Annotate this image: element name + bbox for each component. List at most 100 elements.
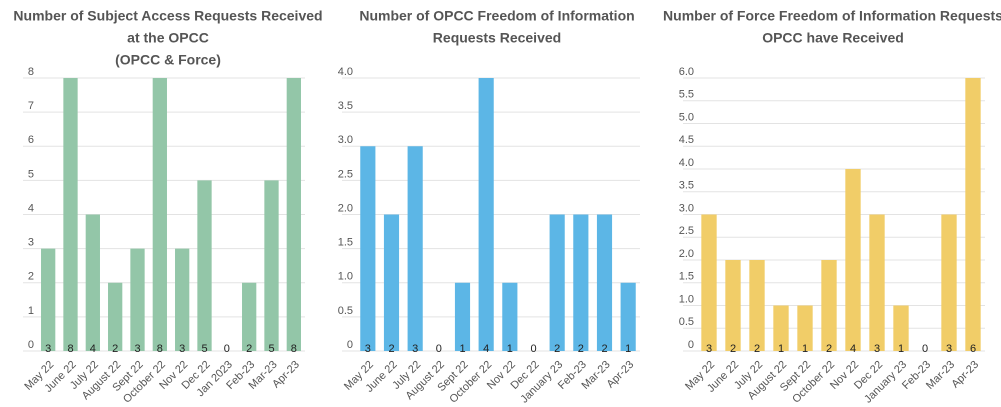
bar [286,78,301,351]
data-label: 8 [157,343,163,355]
bar [85,214,100,351]
bar [701,214,717,351]
bar [725,260,741,351]
y-tick-label: 3.0 [338,134,353,146]
data-label: 4 [90,343,96,355]
data-label: 2 [754,343,760,355]
data-label: 2 [730,343,736,355]
data-label: 4 [483,343,489,355]
data-label: 3 [179,343,185,355]
data-label: 2 [601,343,607,355]
data-label: 3 [134,343,140,355]
data-label: 0 [224,343,230,355]
chart-title: Requests Received [433,30,561,46]
y-tick-label: 3.5 [679,180,694,192]
y-tick-label: 5.0 [679,111,694,123]
y-tick-label: 1 [28,305,34,317]
y-tick-label: 4.0 [679,157,694,169]
bar [941,214,957,351]
data-label: 1 [459,343,465,355]
bar [175,248,190,351]
bar [197,180,212,351]
bar [620,282,636,351]
data-label: 3 [706,343,712,355]
y-tick-label: 2.0 [338,202,353,214]
data-label: 0 [436,343,442,355]
y-tick-label: 4 [28,202,34,214]
y-tick-label: 0.5 [679,316,694,328]
y-tick-label: 3.5 [338,100,353,112]
bar [821,260,837,351]
bar [63,78,78,351]
data-label: 1 [778,343,784,355]
y-tick-label: 1.0 [679,293,694,305]
chart-title: OPCC have Received [762,30,904,46]
chart-title: (OPCC & Force) [115,52,221,68]
data-label: 3 [45,343,51,355]
data-label: 3 [874,343,880,355]
y-tick-label: 3 [28,237,34,249]
data-label: 2 [112,343,118,355]
y-tick-label: 5.5 [679,89,694,101]
data-label: 5 [268,343,274,355]
y-tick-label: 0.5 [338,305,353,317]
chart-title: Number of Force Freedom of Information R… [663,8,1001,24]
bar [596,214,613,351]
y-tick-label: 0 [347,339,353,351]
data-label: 2 [388,343,394,355]
y-tick-label: 1.0 [338,271,353,283]
data-label: 2 [578,343,584,355]
data-label: 1 [625,343,631,355]
bar [478,78,494,351]
y-tick-label: 1.5 [679,271,694,283]
data-label: 8 [291,343,297,355]
bar [152,78,167,351]
y-tick-label: 6.0 [679,66,694,78]
data-label: 1 [898,343,904,355]
data-label: 0 [922,343,928,355]
y-tick-label: 0 [28,339,34,351]
data-label: 1 [507,343,513,355]
y-tick-label: 2.0 [679,248,694,260]
bar [773,305,789,351]
bar [407,146,423,351]
y-tick-label: 1.5 [338,237,353,249]
bar [454,282,471,351]
data-label: 6 [970,343,976,355]
chart: Number of Subject Access Requests Receiv… [13,8,322,406]
data-label: 2 [826,343,832,355]
bar [869,214,885,351]
bar [360,146,376,351]
bar [549,214,565,351]
bar [383,214,400,351]
data-label: 2 [554,343,560,355]
bar [264,180,279,351]
y-tick-label: 5 [28,168,34,180]
y-tick-label: 3.0 [679,202,694,214]
bar [130,248,145,351]
y-tick-label: 2 [28,271,34,283]
y-tick-label: 0 [688,339,694,351]
bar [845,169,861,351]
y-tick-label: 4.5 [679,134,694,146]
y-tick-label: 2.5 [338,168,353,180]
bar [893,305,909,351]
bar [108,282,123,351]
data-label: 2 [246,343,252,355]
bar [242,282,257,351]
data-label: 5 [201,343,207,355]
data-label: 3 [412,343,418,355]
data-label: 1 [802,343,808,355]
data-label: 3 [365,343,371,355]
chart-title: Number of Subject Access Requests Receiv… [13,8,322,24]
bar [502,282,518,351]
bar [965,78,981,351]
chart-title: at the OPCC [127,30,209,46]
y-tick-label: 6 [28,134,34,146]
x-tick-label: Apr-23 [949,359,981,391]
bar [41,248,56,351]
y-tick-label: 4.0 [338,66,353,78]
y-tick-label: 7 [28,100,34,112]
y-tick-label: 8 [28,66,34,78]
